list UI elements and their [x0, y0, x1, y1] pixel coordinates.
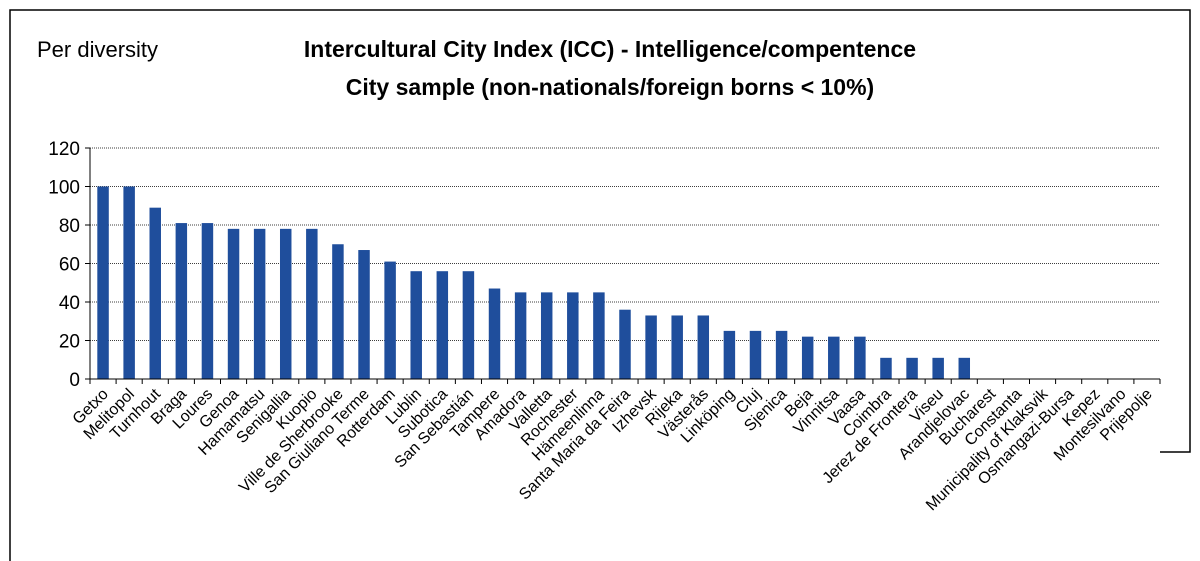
bar	[801, 336, 814, 379]
bar	[201, 223, 214, 379]
y-tick-label: 100	[48, 178, 80, 199]
bar	[488, 288, 501, 379]
bar	[123, 186, 135, 379]
bar	[880, 357, 892, 379]
bar	[332, 244, 344, 379]
chart-title: City sample (non-nationals/foreign borns…	[346, 74, 874, 100]
y-tick-label: 60	[59, 255, 80, 276]
bar	[958, 357, 971, 379]
bar	[775, 330, 788, 379]
y-tick-label: 40	[59, 293, 80, 314]
bar	[828, 336, 840, 379]
bar	[306, 228, 318, 379]
bar	[384, 261, 396, 379]
y-tick-label: 0	[69, 370, 80, 391]
bar	[619, 309, 631, 379]
bar	[671, 315, 683, 379]
bar	[97, 186, 109, 379]
y-tick-label: 120	[48, 139, 80, 160]
bar	[749, 330, 762, 379]
chart-title: Intercultural City Index (ICC) - Intelli…	[304, 36, 916, 62]
bar	[540, 292, 553, 379]
bar	[906, 357, 918, 379]
chart-frame	[9, 9, 1191, 561]
bar	[149, 207, 161, 379]
bar	[645, 315, 657, 379]
bar	[723, 330, 736, 379]
chart-subtitle: Per diversity	[37, 37, 158, 62]
bar	[358, 250, 370, 379]
bar	[854, 336, 866, 379]
bar	[697, 315, 710, 379]
bar	[932, 357, 944, 379]
bar	[462, 271, 475, 379]
bar	[410, 271, 422, 379]
y-tick-label: 80	[59, 216, 80, 237]
bar	[253, 228, 266, 379]
bar	[436, 271, 449, 379]
bar	[567, 292, 579, 379]
bar	[593, 292, 605, 379]
bar	[279, 228, 292, 379]
bar	[514, 292, 527, 379]
bar	[227, 228, 240, 379]
y-tick-label: 20	[59, 332, 80, 353]
bar	[175, 223, 188, 379]
